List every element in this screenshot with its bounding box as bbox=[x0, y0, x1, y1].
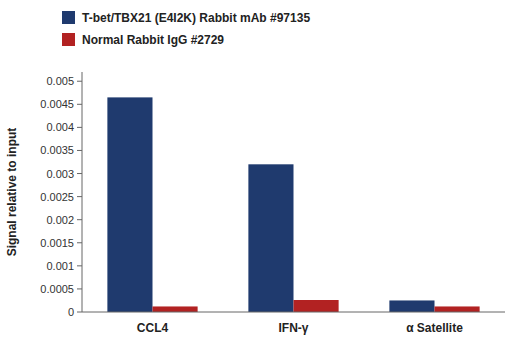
y-tick-label: 0.0035 bbox=[40, 144, 74, 156]
y-tick bbox=[77, 196, 82, 197]
y-tick bbox=[77, 312, 82, 313]
y-tick-label: 0.0045 bbox=[40, 98, 74, 110]
x-tick-label: α Satellite bbox=[406, 321, 463, 335]
legend-item: Normal Rabbit IgG #2729 bbox=[62, 33, 224, 47]
y-tick bbox=[77, 127, 82, 128]
y-tick-label: 0.004 bbox=[46, 121, 74, 133]
y-tick-label: 0.002 bbox=[46, 214, 74, 226]
x-tick-label: CCL4 bbox=[137, 321, 169, 335]
y-tick-label: 0 bbox=[68, 306, 74, 318]
chart: 0 0.0005 0.001 0.0015 0.002 0.0025 0.003 0.0035… bbox=[0, 0, 520, 350]
y-tick-label: 0.001 bbox=[46, 260, 74, 272]
legend: T-bet/TBX21 (E4I2K) Rabbit mAb #97135 Nor… bbox=[62, 11, 310, 47]
y-tick-label: 0.0005 bbox=[40, 283, 74, 295]
bar bbox=[435, 306, 480, 312]
legend-swatch bbox=[62, 11, 75, 24]
legend-label: Normal Rabbit IgG #2729 bbox=[82, 33, 224, 47]
legend-item: T-bet/TBX21 (E4I2K) Rabbit mAb #97135 bbox=[62, 11, 310, 25]
chart-container: 0 0.0005 0.001 0.0015 0.002 0.0025 0.003 0.0035… bbox=[0, 0, 520, 350]
x-axis: CCL4 IFN-γ α Satellite bbox=[82, 312, 505, 335]
bar bbox=[294, 300, 339, 312]
background bbox=[0, 0, 520, 350]
y-tick bbox=[77, 288, 82, 289]
legend-label: T-bet/TBX21 (E4I2K) Rabbit mAb #97135 bbox=[82, 11, 310, 25]
y-tick-label: 0.0025 bbox=[40, 191, 74, 203]
x-axis-line bbox=[82, 312, 505, 313]
y-tick bbox=[77, 173, 82, 174]
y-tick bbox=[77, 265, 82, 266]
y-axis-label: Signal relative to input bbox=[5, 128, 19, 257]
y-tick bbox=[77, 104, 82, 105]
y-axis-line bbox=[82, 72, 83, 312]
y-axis: 0 0.0005 0.001 0.0015 0.002 0.0025 0.003 0.0035… bbox=[40, 72, 82, 318]
y-tick-label: 0.005 bbox=[46, 75, 74, 87]
legend-swatch bbox=[62, 33, 75, 46]
y-tick bbox=[77, 219, 82, 220]
bar bbox=[107, 97, 152, 312]
y-tick-label: 0.0015 bbox=[40, 237, 74, 249]
bar bbox=[153, 306, 198, 312]
bar bbox=[389, 300, 434, 312]
y-tick-label: 0.003 bbox=[46, 168, 74, 180]
y-tick bbox=[77, 242, 82, 243]
y-tick bbox=[77, 150, 82, 151]
y-tick bbox=[77, 81, 82, 82]
bar bbox=[248, 164, 293, 312]
x-tick-label: IFN-γ bbox=[279, 321, 309, 335]
bars bbox=[107, 97, 479, 312]
